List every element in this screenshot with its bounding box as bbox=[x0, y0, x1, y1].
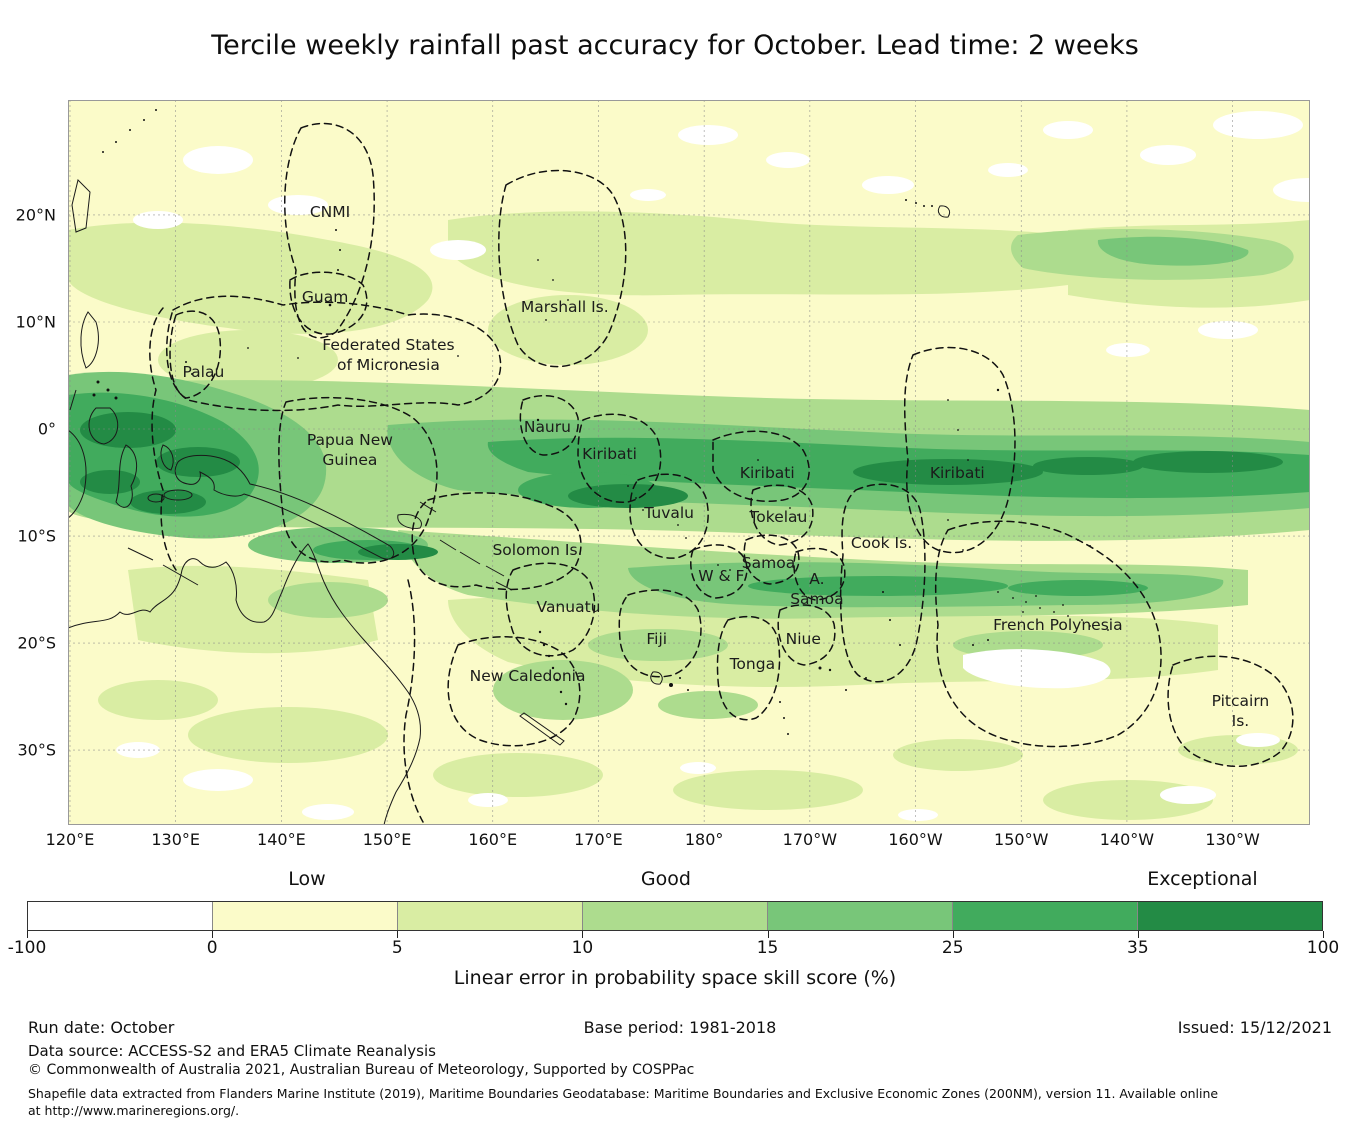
colorbar-ticks: -100 0 5 10 15 25 35 100 bbox=[8, 931, 1339, 961]
x-tick-label: 130°E bbox=[151, 830, 200, 849]
colorbar-tick-label: -100 bbox=[7, 938, 47, 958]
colorbar-tick-label: 15 bbox=[756, 938, 779, 958]
map-canvas bbox=[68, 100, 1310, 825]
x-tick-label: 170°W bbox=[782, 830, 838, 849]
x-tick-label: 160°W bbox=[888, 830, 943, 849]
y-tick-label: 10°N bbox=[15, 312, 56, 332]
legend-descriptor: Good bbox=[640, 868, 691, 890]
colorbar-tick-label: 0 bbox=[206, 938, 218, 958]
map-frame bbox=[68, 100, 1310, 825]
colorbar bbox=[27, 901, 1323, 931]
colorbar-tick-mark bbox=[952, 931, 954, 938]
y-tick-label: 10°S bbox=[17, 526, 56, 546]
run-date: Run date: October bbox=[28, 1018, 175, 1037]
shapefile-note: Shapefile data extracted from Flanders M… bbox=[28, 1086, 1219, 1118]
y-tick-label: 20°S bbox=[17, 633, 56, 653]
colorbar-tick-label: 10 bbox=[571, 938, 594, 958]
footer-row-1: Run date: October Base period: 1981-2018… bbox=[28, 1018, 1332, 1040]
colorbar-tick-mark bbox=[582, 931, 584, 938]
footer: Run date: October Base period: 1981-2018… bbox=[28, 1018, 1332, 1120]
colorbar-tick-label: 100 bbox=[1306, 938, 1340, 958]
colorbar-tick-mark bbox=[27, 931, 28, 938]
latitude-axis: 20°N 10°N 0° 10°S 20°S 30°S bbox=[0, 100, 62, 825]
colorbar-segment bbox=[767, 902, 952, 930]
x-tick-label: 150°E bbox=[362, 830, 412, 849]
eez-boundaries bbox=[149, 122, 1294, 823]
legend-descriptor: Exceptional bbox=[1147, 868, 1258, 890]
x-tick-label: 180° bbox=[684, 830, 724, 849]
x-tick-label: 160°E bbox=[468, 830, 518, 849]
page-title: Tercile weekly rainfall past accuracy fo… bbox=[211, 30, 1139, 61]
data-source: Data source: ACCESS-S2 and ERA5 Climate … bbox=[28, 1042, 436, 1060]
gridlines bbox=[68, 100, 1310, 825]
island-dots bbox=[92, 109, 1109, 735]
x-tick-label: 140°E bbox=[257, 830, 306, 849]
colorbar-segment bbox=[1137, 902, 1322, 930]
colorbar-segment bbox=[952, 902, 1137, 930]
colorbar-tick-mark bbox=[767, 931, 769, 938]
map: CNMI Guam Marshall Is. Federated States of … bbox=[68, 100, 1310, 825]
x-tick-label: 130°W bbox=[1205, 830, 1260, 849]
legend-descriptor: Low bbox=[288, 868, 326, 890]
y-tick-label: 0° bbox=[37, 419, 56, 439]
x-tick-label: 120°E bbox=[45, 830, 95, 849]
legend: Low Good Exceptional -100 0 5 10 15 25 35 100 Lin… bbox=[8, 868, 1340, 998]
copyright: © Commonwealth of Australia 2021, Austra… bbox=[28, 1062, 695, 1078]
colorbar-tick-label: 35 bbox=[1127, 938, 1149, 958]
colorbar-segment bbox=[397, 902, 582, 930]
colorbar-segment bbox=[28, 902, 212, 930]
colorbar-tick-mark bbox=[212, 931, 214, 938]
field-blobs bbox=[68, 100, 1310, 825]
coastlines bbox=[68, 179, 951, 825]
x-tick-label: 150°W bbox=[994, 830, 1049, 849]
colorbar-segment bbox=[212, 902, 397, 930]
issued-date: Issued: 15/12/2021 bbox=[1177, 1018, 1332, 1037]
y-tick-label: 20°N bbox=[15, 205, 56, 225]
colorbar-tick-mark bbox=[1137, 931, 1139, 938]
longitude-axis: 120°E 130°E 140°E 150°E 160°E 170°E 180° 170°W 1… bbox=[46, 830, 1310, 856]
colorbar-tick-mark bbox=[1323, 931, 1324, 938]
colorbar-segment bbox=[582, 902, 767, 930]
x-tick-label: 140°W bbox=[1099, 830, 1155, 849]
y-tick-label: 30°S bbox=[17, 740, 56, 760]
base-period: Base period: 1981-2018 bbox=[583, 1018, 777, 1037]
legend-descriptors: Low Good Exceptional bbox=[27, 868, 1323, 898]
x-tick-label: 170°E bbox=[574, 830, 623, 849]
colorbar-tick-label: 25 bbox=[941, 938, 964, 958]
colorbar-tick-label: 5 bbox=[391, 938, 403, 958]
colorbar-tick-mark bbox=[397, 931, 399, 938]
colorbar-caption: Linear error in probability space skill … bbox=[453, 967, 897, 989]
